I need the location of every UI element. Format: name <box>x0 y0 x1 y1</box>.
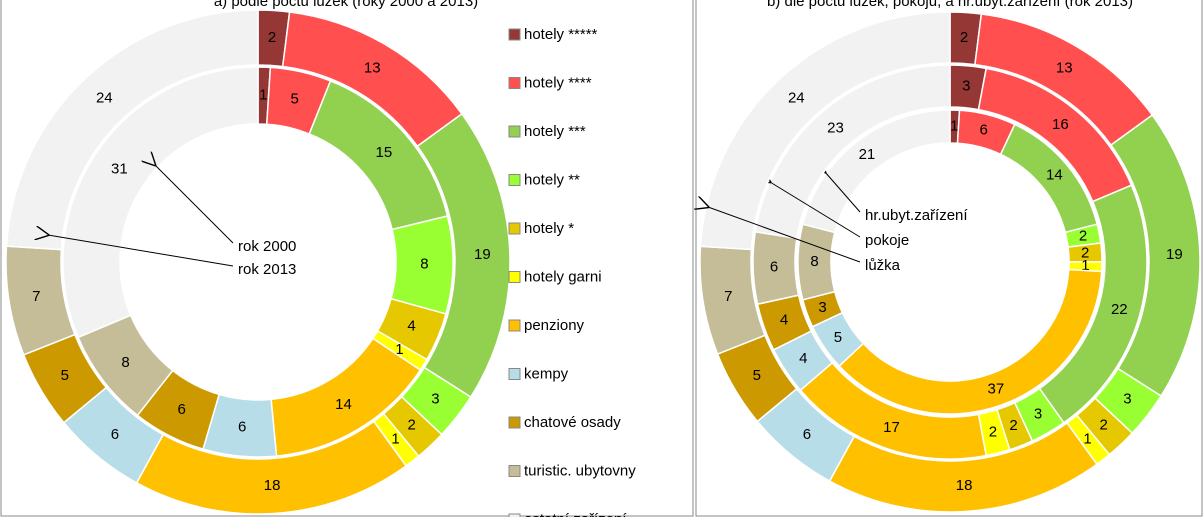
legend-swatch <box>508 125 521 138</box>
data-label: 5 <box>291 91 299 108</box>
data-label: 16 <box>1052 116 1069 133</box>
legend-swatch <box>508 271 521 283</box>
legend-swatch <box>508 77 521 89</box>
legend-label: kempy <box>524 365 569 382</box>
legend-swatch <box>508 513 521 517</box>
annotation-arrow <box>770 182 861 238</box>
data-label: 23 <box>827 119 844 136</box>
data-label: 7 <box>32 288 40 305</box>
data-label: 2 <box>408 417 416 434</box>
data-label: 5 <box>61 367 69 384</box>
data-label: 3 <box>1123 391 1131 408</box>
data-label: 3 <box>1034 405 1042 422</box>
data-label: 8 <box>420 256 428 273</box>
data-label: 2 <box>960 29 968 46</box>
legend-label: hotely *** <box>524 123 586 140</box>
annotation-arrow <box>825 172 861 213</box>
data-label: 18 <box>264 477 281 494</box>
legend-label: hotely ** <box>524 171 580 188</box>
legend-label: hotely * <box>524 220 574 237</box>
ring-label: pokoje <box>865 232 909 249</box>
data-label: 18 <box>956 477 973 494</box>
data-label: 6 <box>238 419 246 436</box>
data-label: 6 <box>770 258 778 275</box>
donut-segment <box>699 11 951 251</box>
data-label: 5 <box>834 329 842 346</box>
data-label: 4 <box>799 350 807 367</box>
donut-segment <box>801 109 951 234</box>
data-label: 17 <box>883 419 900 436</box>
data-label: 19 <box>474 246 491 263</box>
data-label: 15 <box>375 144 392 161</box>
data-label: 21 <box>859 146 876 163</box>
data-label: 1 <box>259 87 267 104</box>
legend-label: hotely garni <box>524 268 602 285</box>
data-label: 2 <box>1100 417 1108 434</box>
data-label: 2 <box>1081 244 1089 261</box>
data-label: 13 <box>364 60 381 77</box>
legend-swatch <box>508 416 521 429</box>
donut-segment <box>5 9 259 251</box>
data-label: 19 <box>1166 246 1183 263</box>
data-label: 3 <box>962 78 970 95</box>
data-label: 6 <box>178 401 186 418</box>
data-label: 3 <box>818 299 826 316</box>
data-label: 1 <box>1081 257 1089 274</box>
legend-swatch <box>508 28 521 41</box>
legend-label: hotely ***** <box>524 26 598 43</box>
data-label: 1 <box>395 341 403 358</box>
legend-swatch <box>508 319 521 332</box>
annotation-arrow <box>155 165 234 244</box>
data-label: 6 <box>803 426 811 443</box>
data-label: 1 <box>950 118 958 135</box>
annotation-arrow <box>708 207 861 263</box>
data-label: 13 <box>1056 60 1073 77</box>
data-label: 4 <box>780 311 788 328</box>
chart-title: b) dle počtu lůžek, pokojů, a hr.ubyt.za… <box>767 0 1133 10</box>
data-label: 8 <box>810 253 818 270</box>
legend-label: hotely **** <box>524 74 592 91</box>
legend-label: penziony <box>524 317 585 334</box>
data-label: 31 <box>111 161 128 178</box>
ring-label: rok 2000 <box>238 238 296 255</box>
legend-swatch <box>508 174 521 186</box>
data-label: 2 <box>1009 417 1017 434</box>
legend-label: chatové osady <box>524 414 621 431</box>
ring-label: rok 2013 <box>238 261 296 278</box>
data-label: 6 <box>980 122 988 139</box>
data-label: 4 <box>407 317 415 334</box>
data-label: 7 <box>724 288 732 305</box>
legend-swatch <box>508 465 521 477</box>
data-label: 8 <box>121 354 129 371</box>
data-label: 1 <box>1083 430 1091 447</box>
data-label: 1 <box>391 430 399 447</box>
ring-label: lůžka <box>865 257 901 274</box>
legend-label: turistic. ubytovny <box>524 462 636 479</box>
data-label: 2 <box>1079 228 1087 245</box>
data-label: 24 <box>788 89 805 106</box>
legend-label: ostatní zařízení <box>524 511 627 517</box>
data-label: 37 <box>988 380 1005 397</box>
data-label: 14 <box>1046 167 1063 184</box>
annotation-arrow <box>48 235 234 267</box>
data-label: 2 <box>989 424 997 441</box>
chart-title: a) podle počtu lůžek (roky 2000 a 2013) <box>214 0 478 10</box>
donut-segment <box>754 64 951 240</box>
data-label: 24 <box>96 89 113 106</box>
legend-swatch <box>508 222 521 235</box>
donut-segment <box>62 66 259 339</box>
data-label: 14 <box>335 396 352 413</box>
data-label: 22 <box>1111 301 1128 318</box>
ring-label: hr.ubyt.zařízení <box>865 207 968 224</box>
data-label: 6 <box>111 426 119 443</box>
data-label: 3 <box>431 391 439 408</box>
data-label: 2 <box>268 29 276 46</box>
legend-swatch <box>508 368 521 380</box>
data-label: 5 <box>753 367 761 384</box>
